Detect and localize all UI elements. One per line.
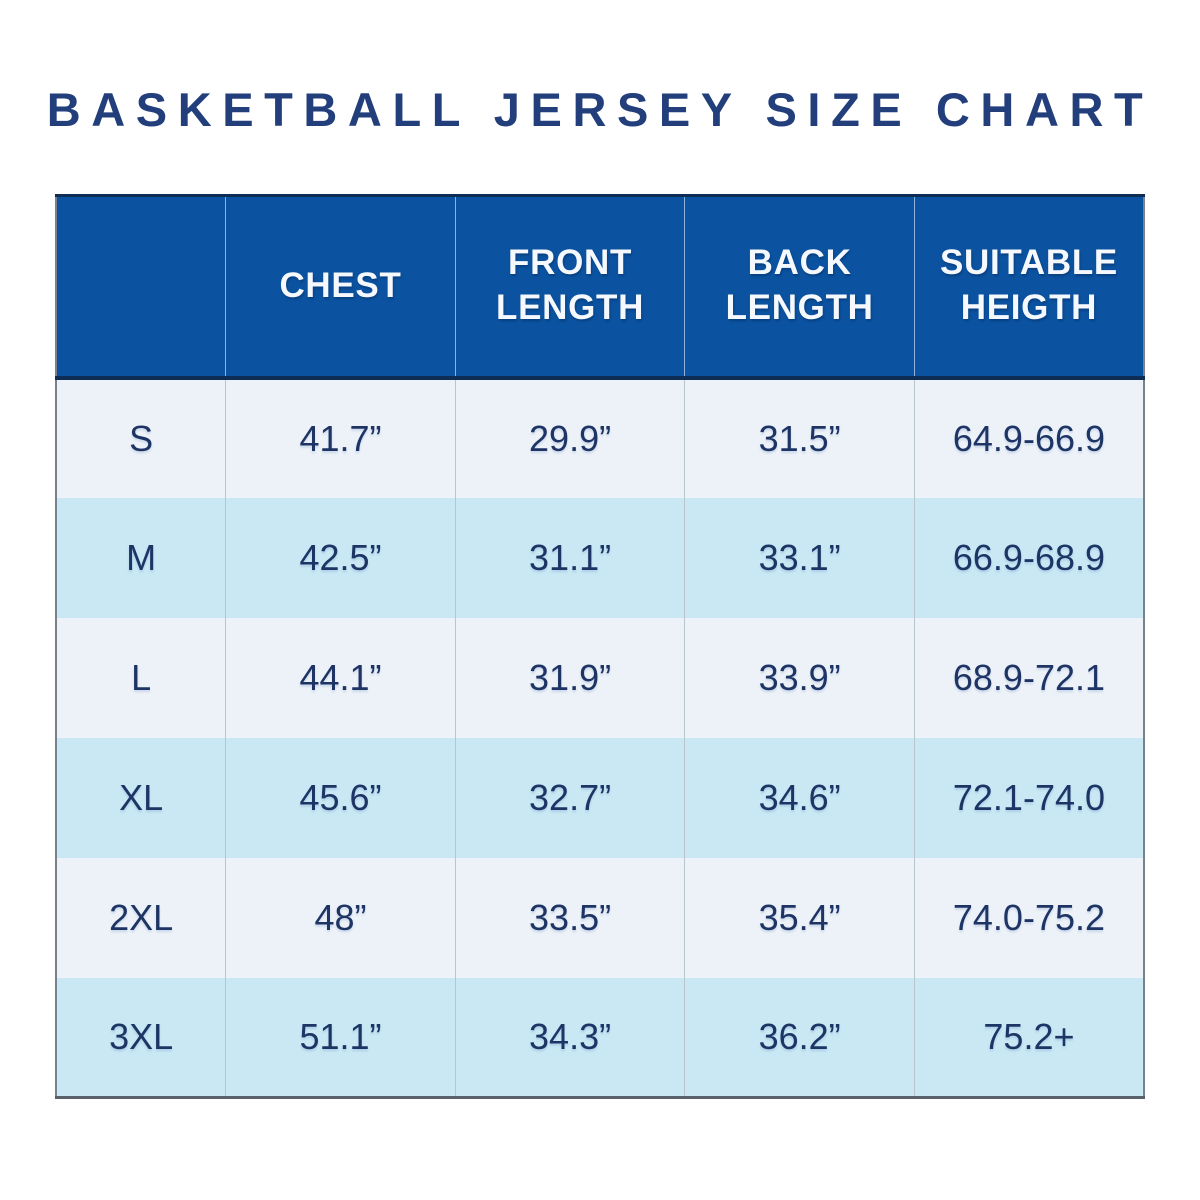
back-length-value: 31.5” bbox=[684, 377, 915, 498]
table-row-m: M 42.5” 31.1” 33.1” 66.9-68.9 bbox=[56, 497, 1144, 618]
column-header-back-length: BACK LENGTH bbox=[684, 195, 915, 380]
suitable-height-value: 75.2+ bbox=[914, 977, 1144, 1098]
front-length-value: 31.1” bbox=[455, 497, 686, 618]
size-label: 2XL bbox=[56, 857, 227, 978]
chest-value: 44.1” bbox=[225, 617, 456, 738]
suitable-height-value: 74.0-75.2 bbox=[914, 857, 1144, 978]
column-header-size bbox=[56, 195, 227, 380]
size-label: S bbox=[56, 377, 227, 498]
table-header-row: CHEST FRONT LENGTH BACK LENGTH SUITABLE … bbox=[56, 195, 1144, 380]
chest-value: 41.7” bbox=[225, 377, 456, 498]
chest-value: 45.6” bbox=[225, 737, 456, 858]
front-length-value: 29.9” bbox=[455, 377, 686, 498]
size-chart-table: CHEST FRONT LENGTH BACK LENGTH SUITABLE … bbox=[55, 194, 1145, 1099]
table-row-2xl: 2XL 48” 33.5” 35.4” 74.0-75.2 bbox=[56, 857, 1144, 978]
back-length-value: 36.2” bbox=[684, 977, 915, 1098]
suitable-height-value: 68.9-72.1 bbox=[914, 617, 1144, 738]
back-length-value: 33.1” bbox=[684, 497, 915, 618]
suitable-height-value: 66.9-68.9 bbox=[914, 497, 1144, 618]
table-row-3xl: 3XL 51.1” 34.3” 36.2” 75.2+ bbox=[56, 977, 1144, 1098]
size-label: 3XL bbox=[56, 977, 227, 1098]
size-label: XL bbox=[56, 737, 227, 858]
chest-value: 42.5” bbox=[225, 497, 456, 618]
suitable-height-value: 72.1-74.0 bbox=[914, 737, 1144, 858]
chest-value: 51.1” bbox=[225, 977, 456, 1098]
column-header-front-length: FRONT LENGTH bbox=[455, 195, 686, 380]
page-title: BASKETBALL JERSEY SIZE CHART bbox=[46, 83, 1154, 136]
table-row-s: S 41.7” 29.9” 31.5” 64.9-66.9 bbox=[56, 377, 1144, 498]
back-length-value: 35.4” bbox=[684, 857, 915, 978]
front-length-value: 31.9” bbox=[455, 617, 686, 738]
chest-value: 48” bbox=[225, 857, 456, 978]
column-header-chest: CHEST bbox=[225, 195, 456, 380]
column-header-suitable-height: SUITABLE HEIGTH bbox=[914, 195, 1144, 380]
front-length-value: 32.7” bbox=[455, 737, 686, 858]
back-length-value: 33.9” bbox=[684, 617, 915, 738]
size-label: M bbox=[56, 497, 227, 618]
table-row-xl: XL 45.6” 32.7” 34.6” 72.1-74.0 bbox=[56, 737, 1144, 858]
size-label: L bbox=[56, 617, 227, 738]
suitable-height-value: 64.9-66.9 bbox=[914, 377, 1144, 498]
back-length-value: 34.6” bbox=[684, 737, 915, 858]
table-row-l: L 44.1” 31.9” 33.9” 68.9-72.1 bbox=[56, 617, 1144, 738]
front-length-value: 34.3” bbox=[455, 977, 686, 1098]
front-length-value: 33.5” bbox=[455, 857, 686, 978]
